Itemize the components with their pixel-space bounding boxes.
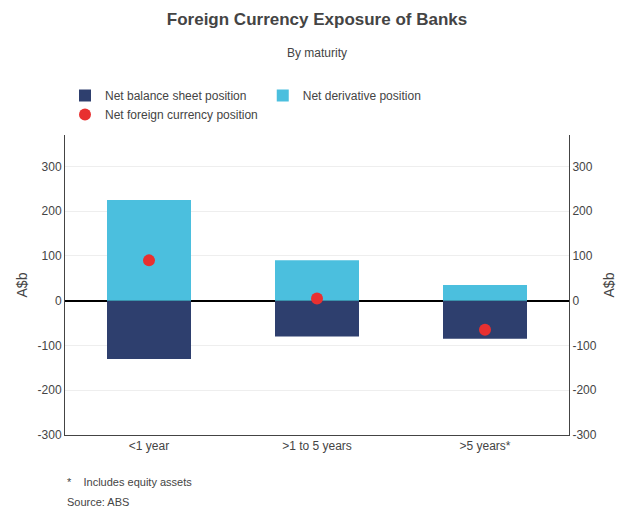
svg-text:-200: -200 [38, 383, 62, 397]
svg-text:* Includes equity assets: * Includes equity assets [67, 476, 192, 488]
svg-text:By maturity: By maturity [287, 46, 347, 60]
svg-text:300: 300 [42, 160, 62, 174]
svg-text:A$b: A$b [601, 272, 617, 297]
svg-text:200: 200 [572, 204, 592, 218]
svg-text:>1 to 5 years: >1 to 5 years [282, 439, 352, 453]
svg-text:Net derivative position: Net derivative position [303, 89, 421, 103]
svg-text:0: 0 [572, 294, 579, 308]
svg-text:Net balance sheet position: Net balance sheet position [105, 89, 246, 103]
svg-text:300: 300 [572, 160, 592, 174]
svg-text:-300: -300 [38, 428, 62, 442]
svg-text:200: 200 [42, 204, 62, 218]
svg-text:<1 year: <1 year [129, 439, 169, 453]
svg-text:-100: -100 [572, 339, 596, 353]
svg-text:-200: -200 [572, 383, 596, 397]
svg-text:Net foreign currency position: Net foreign currency position [105, 108, 258, 122]
svg-text:0: 0 [55, 294, 62, 308]
svg-text:-300: -300 [572, 428, 596, 442]
svg-text:A$b: A$b [14, 272, 30, 297]
svg-text:100: 100 [572, 249, 592, 263]
svg-text:Source: ABS: Source: ABS [67, 496, 129, 508]
svg-text:100: 100 [42, 249, 62, 263]
svg-text:>5 years*: >5 years* [459, 439, 510, 453]
svg-text:Foreign Currency Exposure of B: Foreign Currency Exposure of Banks [167, 10, 467, 29]
svg-text:-100: -100 [38, 339, 62, 353]
